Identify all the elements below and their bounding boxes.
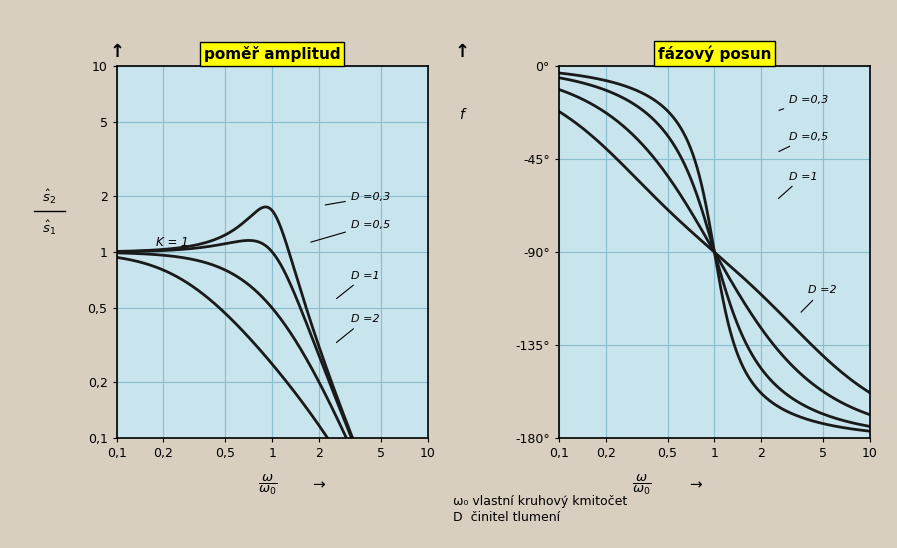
Text: ↑: ↑ xyxy=(109,43,124,61)
Title: fázový posun: fázový posun xyxy=(658,45,771,62)
Text: →: → xyxy=(689,477,701,493)
Text: $\hat{s}_2$: $\hat{s}_2$ xyxy=(42,188,57,207)
Text: D  činitel tlumení: D činitel tlumení xyxy=(453,511,560,524)
Text: →: → xyxy=(312,477,325,493)
Text: K = 1: K = 1 xyxy=(156,236,189,249)
Text: ↑: ↑ xyxy=(455,43,469,61)
Text: D =0,3: D =0,3 xyxy=(779,95,828,110)
Text: D =2: D =2 xyxy=(336,314,379,342)
Text: ω₀ vlastní kruhový kmitočet: ω₀ vlastní kruhový kmitočet xyxy=(453,495,627,508)
Text: D =1: D =1 xyxy=(336,271,379,299)
Text: D =0,3: D =0,3 xyxy=(326,192,390,205)
Text: f: f xyxy=(459,108,465,122)
Text: $\hat{s}_1$: $\hat{s}_1$ xyxy=(42,218,57,237)
Text: $\dfrac{\omega}{\omega_0}$: $\dfrac{\omega}{\omega_0}$ xyxy=(257,473,277,497)
Text: D =1: D =1 xyxy=(779,172,817,198)
Title: poměř amplitud: poměř amplitud xyxy=(204,46,341,62)
Text: $\dfrac{\omega}{\omega_0}$: $\dfrac{\omega}{\omega_0}$ xyxy=(631,473,651,497)
Text: D =2: D =2 xyxy=(801,286,837,312)
Text: D =0,5: D =0,5 xyxy=(311,220,390,242)
Text: D =0,5: D =0,5 xyxy=(779,132,828,151)
